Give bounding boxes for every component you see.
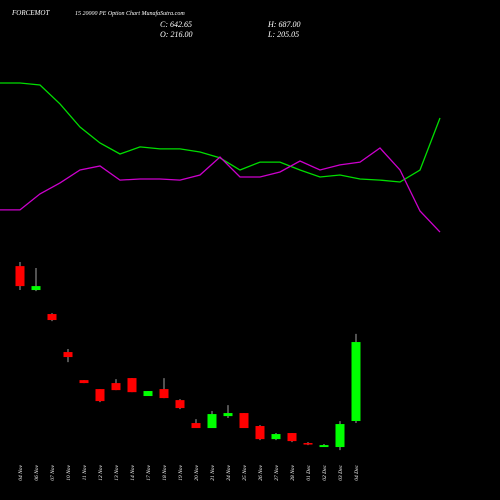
candle-body	[111, 383, 121, 391]
x-tick-label: 10 Nov	[66, 464, 72, 480]
candle-body	[159, 389, 169, 399]
x-tick-label: 27 Nov	[274, 464, 280, 480]
candle-body	[207, 414, 217, 429]
x-tick-label: 07 Nov	[50, 464, 56, 480]
x-tick-label: 02 Dec	[322, 464, 328, 480]
x-tick-label: 12 Nov	[98, 464, 104, 480]
candle-body	[31, 286, 41, 291]
x-tick-label: 28 Nov	[290, 464, 296, 480]
x-tick-label: 06 Nov	[34, 464, 40, 480]
x-tick-label: 24 Nov	[225, 464, 232, 480]
x-tick-label: 18 Nov	[162, 464, 168, 480]
candle-body	[127, 378, 137, 393]
chart-subtitle: 15 20000 PE Option Chart MunafaSutra.com	[75, 10, 185, 17]
open-label: O: 216.00	[160, 30, 192, 39]
candle-body	[319, 445, 329, 448]
candle-body	[303, 443, 313, 445]
x-tick-label: 03 Dec	[338, 464, 344, 480]
candle-body	[191, 423, 201, 429]
close-label: C: 642.65	[160, 20, 192, 29]
x-tick-label: 25 Nov	[242, 464, 248, 480]
x-tick-label: 17 Nov	[146, 464, 152, 480]
candle-body	[143, 391, 153, 397]
candle-body	[95, 389, 105, 402]
candle-body	[335, 424, 345, 448]
x-tick-label: 11 Nov	[82, 464, 88, 480]
x-tick-label: 19 Nov	[178, 464, 184, 480]
x-tick-label: 26 Nov	[258, 464, 264, 480]
candle-body	[351, 342, 361, 422]
candle-body	[79, 380, 89, 384]
x-tick-label: 04 Nov	[17, 464, 24, 480]
candle-body	[255, 426, 265, 440]
x-tick-label: 14 Nov	[129, 464, 136, 480]
indicator-line	[0, 82, 441, 183]
candle-body	[175, 400, 185, 409]
x-tick-label: 04 Dec	[353, 464, 360, 480]
x-tick-label: 21 Nov	[210, 464, 216, 480]
x-tick-label: 13 Nov	[114, 464, 120, 480]
candle-body	[15, 266, 25, 287]
x-tick-label: 01 Dec	[306, 464, 312, 480]
candle-body	[47, 314, 57, 321]
candle-body	[287, 433, 297, 442]
chart-title: FORCEMOT	[11, 9, 50, 17]
candle-body	[239, 413, 249, 429]
indicator-line	[0, 147, 441, 233]
candle-body	[223, 413, 233, 417]
high-label: H: 687.00	[267, 20, 300, 29]
x-tick-label: 20 Nov	[194, 464, 200, 480]
candle-body	[271, 434, 281, 440]
low-label: L: 205.05	[267, 30, 299, 39]
candle-body	[63, 352, 73, 358]
